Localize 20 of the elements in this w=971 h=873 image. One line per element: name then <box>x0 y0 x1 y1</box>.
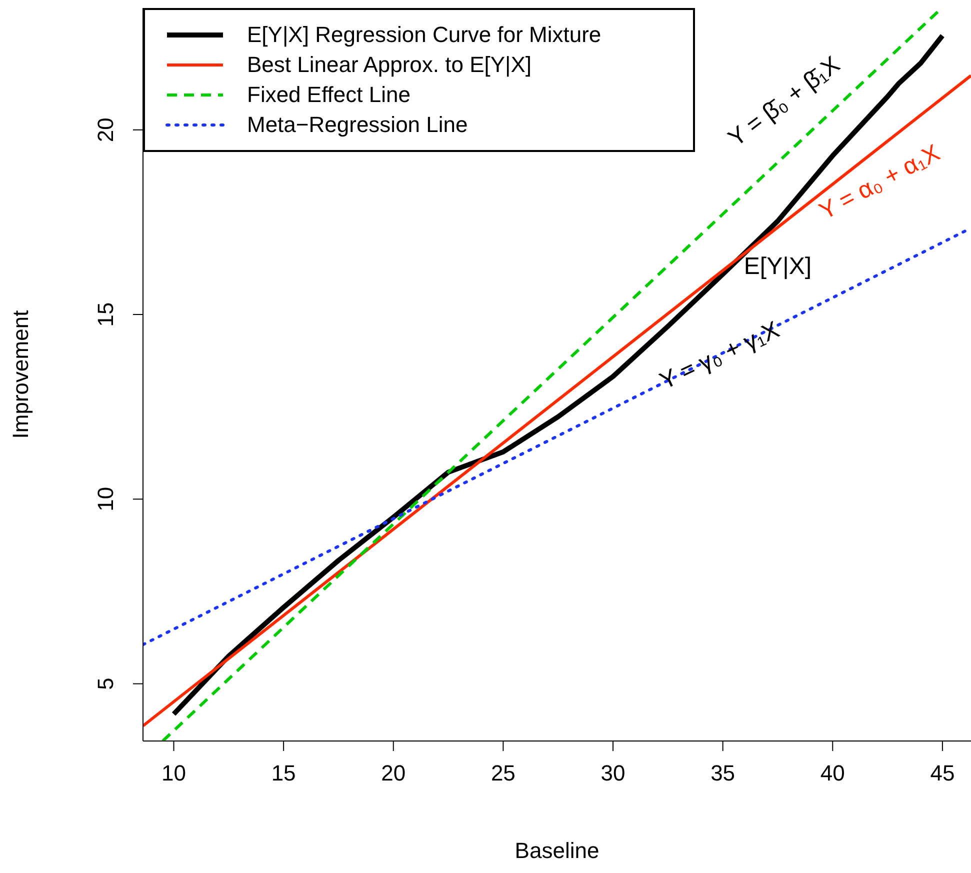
y-tick-label: 15 <box>93 302 118 327</box>
y-axis-title: Improvement <box>8 310 33 439</box>
legend-label: Best Linear Approx. to E[Y|X] <box>247 52 532 78</box>
x-tick-label: 25 <box>490 760 516 786</box>
x-tick-label: 45 <box>930 760 955 786</box>
annotation: E[Y|X] <box>744 252 812 280</box>
y-tick-label: 5 <box>93 678 118 690</box>
x-tick-label: 30 <box>600 760 626 786</box>
x-tick-label: 40 <box>820 760 845 786</box>
x-axis-title: Baseline <box>514 838 600 863</box>
legend-label: Meta−Regression Line <box>247 112 468 138</box>
y-tick-label: 10 <box>93 486 118 512</box>
x-tick-label: 20 <box>381 760 406 786</box>
x-tick-label: 15 <box>271 760 296 786</box>
x-tick-label: 35 <box>710 760 736 786</box>
legend-label: E[Y|X] Regression Curve for Mixture <box>247 22 602 48</box>
annotation: Y = γ₀ + γ₁X <box>656 316 784 396</box>
x-tick-label: 10 <box>162 760 186 786</box>
y-tick-label: 20 <box>93 118 118 142</box>
legend-label: Fixed Effect Line <box>247 82 410 108</box>
